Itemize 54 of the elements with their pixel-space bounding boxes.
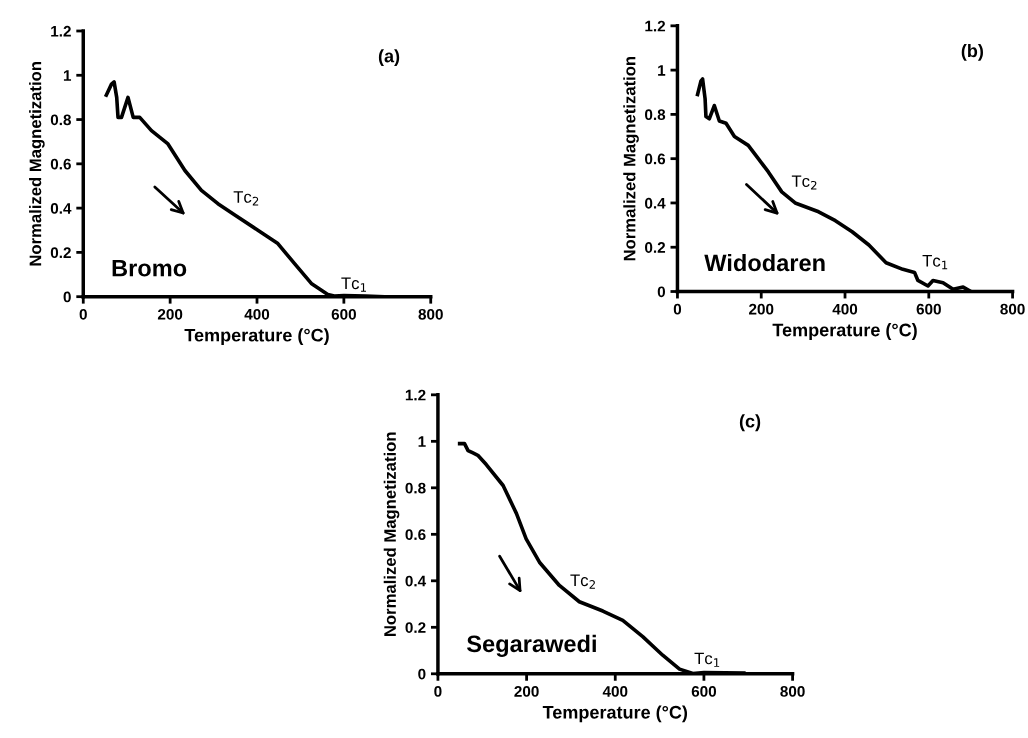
annotation: Tc$_{2}$: [233, 191, 259, 206]
x-tick-label: 0: [434, 686, 442, 697]
x-tick-label: 800: [1000, 303, 1025, 315]
x-tick-label: 200: [157, 308, 183, 320]
annotation: Tc$_{1}$: [694, 652, 720, 667]
y-tick-label: 0.6: [50, 158, 71, 170]
annotation: Bromo: [112, 259, 187, 277]
annotation: (c): [739, 414, 761, 432]
y-tick-label: 1: [658, 65, 666, 76]
y-tick-label: 0.6: [405, 529, 426, 540]
x-axis-title: Temperature (°C): [184, 328, 329, 346]
annotation: (b): [961, 43, 983, 61]
y-tick-label: 0: [657, 286, 666, 298]
y-tick-label: 0.2: [645, 242, 666, 253]
annotation: Tc$_{1}$: [922, 255, 948, 270]
annotation: Widodaren: [704, 253, 825, 272]
y-axis-title: Normalized Magnetization: [383, 432, 400, 636]
y-tick-label: 0.4: [50, 202, 72, 214]
x-tick-label: 800: [780, 686, 805, 697]
annotation: (a): [378, 49, 400, 66]
x-tick-label: 600: [331, 308, 356, 320]
x-tick-label: 200: [514, 686, 539, 697]
y-tick-label: 1.2: [51, 25, 71, 37]
x-tick-label: 600: [916, 303, 941, 315]
x-tick-label: 800: [418, 308, 443, 320]
x-tick-label: 200: [749, 303, 774, 315]
x-tick-label: 400: [832, 303, 858, 315]
x-tick-label: 400: [602, 686, 628, 697]
y-tick-label: 0.4: [405, 575, 427, 587]
y-tick-label: 0.2: [405, 622, 426, 633]
y-axis-title: Normalized Magnetization: [29, 62, 45, 266]
y-axis-title: Normalized Magnetization: [623, 56, 639, 261]
x-tick-label: 600: [691, 686, 717, 697]
y-tick-label: 0.6: [645, 153, 666, 165]
y-tick-label: 0: [418, 668, 426, 680]
y-tick-label: 0.8: [50, 114, 71, 126]
x-axis-title: Temperature (°C): [772, 323, 917, 340]
y-tick-label: 0.8: [645, 109, 666, 121]
x-tick-label: 400: [244, 308, 270, 320]
annotation: Tc$_{2}$: [570, 574, 595, 589]
y-tick-label: 1.2: [645, 20, 666, 32]
y-tick-label: 0.8: [405, 482, 426, 494]
y-tick-label: 1: [418, 436, 426, 447]
y-tick-label: 1: [63, 70, 72, 81]
y-tick-label: 1.2: [405, 389, 426, 401]
y-tick-label: 0.2: [50, 247, 71, 259]
y-tick-label: 0: [63, 291, 71, 303]
annotation: Tc$_{1}$: [341, 277, 366, 292]
annotation: Tc$_{2}$: [791, 175, 817, 190]
x-tick-label: 0: [79, 308, 87, 320]
y-tick-label: 0.4: [645, 197, 666, 209]
annotation: Segarawedi: [466, 634, 596, 657]
x-axis-title: Temperature (°C): [542, 705, 688, 723]
x-tick-label: 0: [673, 303, 682, 315]
